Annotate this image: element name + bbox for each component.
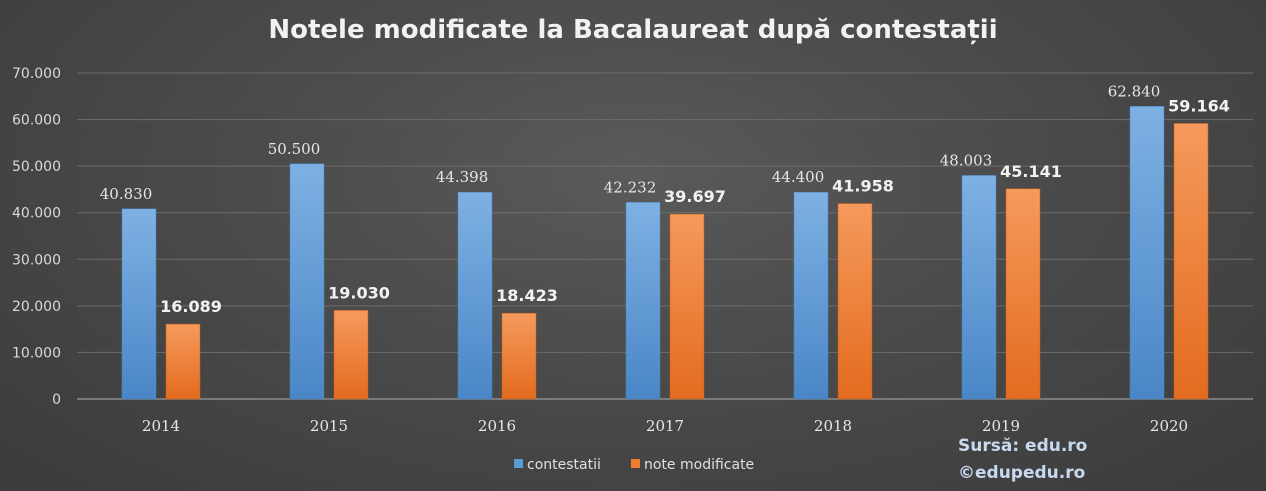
copyright-label: ©edupedu.ro [958,463,1085,483]
data-label-note-modificate: 16.089 [160,297,222,316]
y-axis-tick-labels: 0 10.000 20.000 30.000 40.000 50.000 60.000 70.… [12,66,61,408]
bar-contestatii [625,202,661,400]
data-label-note-modificate: 18.423 [496,286,558,305]
data-label-contestatii: 62.840 [1108,82,1161,100]
bar-contestatii [1129,106,1165,400]
data-label-note-modificate: 59.164 [1168,96,1230,115]
bar-note-modificate [165,323,201,400]
bar-contestatii [457,191,493,400]
bar-contestatii [793,191,829,400]
data-label-note-modificate: 19.030 [328,283,390,302]
bars [121,106,1209,400]
data-label-contestatii: 40.830 [100,185,153,203]
data-label-contestatii: 42.232 [604,178,657,196]
bar-contestatii [121,208,157,400]
y-tick-label: 30.000 [12,252,61,268]
data-label-note-modificate: 41.958 [832,177,894,196]
bar-note-modificate [1005,188,1041,400]
legend-swatch-note-modificate [631,459,640,468]
x-tick-label: 2016 [478,417,516,435]
data-labels: 40.830 16.089 50.500 19.030 44.398 18.423 42.2… [100,82,1230,316]
bar-contestatii [961,175,997,400]
bar-contestatii [289,163,325,400]
x-tick-label: 2019 [982,417,1020,435]
y-tick-label: 0 [52,392,61,408]
data-label-contestatii: 44.400 [772,168,825,186]
x-tick-label: 2015 [310,417,348,435]
y-tick-label: 10.000 [12,345,61,361]
x-axis-tick-labels: 2014 2015 2016 2017 2018 2019 2020 [142,417,1188,435]
bar-note-modificate [333,310,369,400]
data-label-note-modificate: 45.141 [1000,162,1062,181]
x-tick-label: 2014 [142,417,180,435]
legend: contestatii note modificate [514,457,754,473]
y-tick-label: 40.000 [12,206,61,222]
bar-note-modificate [501,312,537,400]
legend-swatch-contestatii [514,459,523,468]
grid-lines [77,72,1253,400]
y-tick-label: 60.000 [12,113,61,129]
legend-label-contestatii: contestatii [527,457,601,473]
data-label-contestatii: 50.500 [268,140,321,158]
chart-title: Notele modificate la Bacalaureat după co… [268,15,997,45]
data-label-contestatii: 44.398 [436,168,489,186]
x-tick-label: 2017 [646,417,684,435]
y-tick-label: 70.000 [12,66,61,82]
bar-note-modificate [837,203,873,400]
y-tick-label: 50.000 [12,159,61,175]
legend-label-note-modificate: note modificate [644,457,754,473]
y-tick-label: 20.000 [12,299,61,315]
bar-note-modificate [1173,123,1209,400]
x-tick-label: 2018 [814,417,852,435]
x-tick-label: 2020 [1150,417,1188,435]
source-label: Sursă: edu.ro [958,436,1087,456]
data-label-note-modificate: 39.697 [664,187,726,206]
bar-note-modificate [669,213,705,400]
data-label-contestatii: 48.003 [940,151,993,169]
